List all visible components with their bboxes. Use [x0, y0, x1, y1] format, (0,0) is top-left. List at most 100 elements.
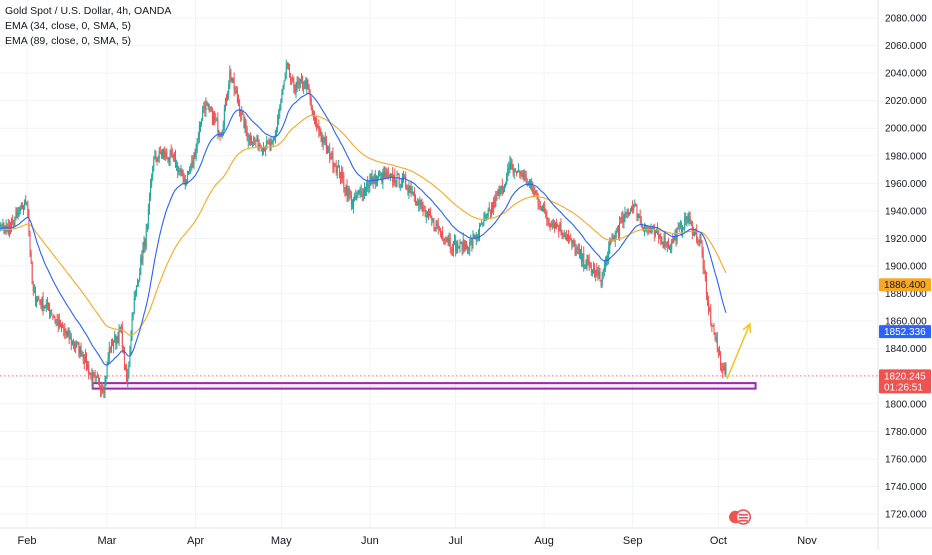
candle-body [152, 166, 153, 177]
candle-body [341, 172, 342, 179]
candle-body [301, 79, 302, 81]
candle-body [660, 235, 661, 243]
candle-body [509, 162, 510, 168]
candle-body [216, 120, 217, 121]
candle-body [571, 239, 572, 244]
candle-body [462, 243, 463, 252]
candle-body [22, 205, 23, 209]
candle-body [512, 164, 513, 165]
candle-body [436, 223, 437, 230]
candle-body [68, 331, 69, 333]
candle-body [175, 156, 176, 167]
candle-body [429, 214, 430, 216]
candle-body [401, 184, 402, 187]
y-tick-label: 1840.000 [885, 344, 927, 355]
candle-body [550, 223, 551, 224]
candle-body [234, 79, 235, 89]
candle-body [518, 170, 519, 171]
candle-body [252, 142, 253, 145]
candle-body [418, 201, 419, 205]
candle-body [133, 313, 134, 317]
candle-body [554, 224, 555, 229]
candle-body [474, 235, 475, 237]
candle-body [64, 329, 65, 333]
candle-body [138, 281, 139, 283]
candle-body [298, 81, 299, 83]
projection-arrow-layer [727, 324, 750, 379]
candle-body [458, 247, 459, 248]
candle-body [385, 173, 386, 176]
x-tick-label: Aug [534, 535, 554, 547]
candle-body [99, 379, 100, 386]
candle-body [83, 354, 84, 360]
candle-body [628, 210, 629, 214]
candle-body [196, 147, 197, 157]
candle-body [288, 64, 289, 65]
candle-body [532, 188, 533, 193]
candle-body [101, 389, 102, 391]
candle-body [65, 332, 66, 334]
y-tick-label: 1920.000 [885, 234, 927, 245]
candle-body [521, 175, 522, 176]
candle-body [533, 191, 534, 193]
y-tick-label: 2080.000 [885, 14, 927, 25]
candle-body [382, 172, 383, 183]
candle-body [217, 119, 218, 132]
candle-body [228, 85, 229, 94]
candle-body [279, 108, 280, 113]
candle-body [711, 323, 712, 326]
y-tick-label: 1760.000 [885, 454, 927, 465]
candle-body [448, 241, 449, 244]
chart-legend: Gold Spot / U.S. Dollar, 4h, OANDA EMA (… [5, 4, 171, 49]
candle-body [461, 242, 462, 243]
candle-body [91, 373, 92, 382]
events-flag-layer[interactable] [728, 510, 750, 524]
candle-body [558, 227, 559, 233]
candle-body [377, 177, 378, 180]
candle-body [262, 151, 263, 152]
candle-body [46, 305, 47, 308]
candle-body [357, 193, 358, 197]
candle-body [670, 249, 671, 250]
candle-body [43, 297, 44, 309]
candle-body [646, 227, 647, 228]
candle-body [394, 175, 395, 183]
candle-body [231, 79, 232, 81]
candle-body [618, 230, 619, 234]
candle-body [237, 92, 238, 102]
candle-body [122, 326, 123, 348]
candle-body [110, 347, 111, 348]
ema34-legend[interactable]: EMA (34, close, 0, SMA, 5) [5, 19, 171, 34]
candle-body [502, 185, 503, 193]
candle-body [17, 212, 18, 214]
candle-body [504, 185, 505, 187]
candle-body [716, 337, 717, 338]
candle-body [666, 245, 667, 246]
candle-body [335, 166, 336, 167]
candle-body [125, 368, 126, 369]
y-tick-label: 1980.000 [885, 151, 927, 162]
ema89-legend[interactable]: EMA (89, close, 0, SMA, 5) [5, 34, 171, 49]
candle-body [272, 142, 273, 144]
candle-body [570, 237, 571, 238]
candle-body [525, 174, 526, 175]
candle-body [135, 292, 136, 297]
price-axis[interactable]: 2080.0002060.0002040.0002020.0002000.000… [878, 0, 927, 550]
candle-body [81, 347, 82, 357]
candle-body [283, 87, 284, 94]
candle-body [534, 191, 535, 194]
candle-body [300, 80, 301, 82]
candle-body [98, 377, 99, 380]
candle-body [53, 316, 54, 317]
candle-series [0, 59, 726, 398]
candle-body [317, 126, 318, 127]
candle-body [692, 221, 693, 234]
symbol-title[interactable]: Gold Spot / U.S. Dollar, 4h, OANDA [5, 4, 171, 19]
candle-body [699, 239, 700, 243]
candle-body [507, 169, 508, 175]
candle-body [185, 179, 186, 186]
candle-body [588, 260, 589, 261]
